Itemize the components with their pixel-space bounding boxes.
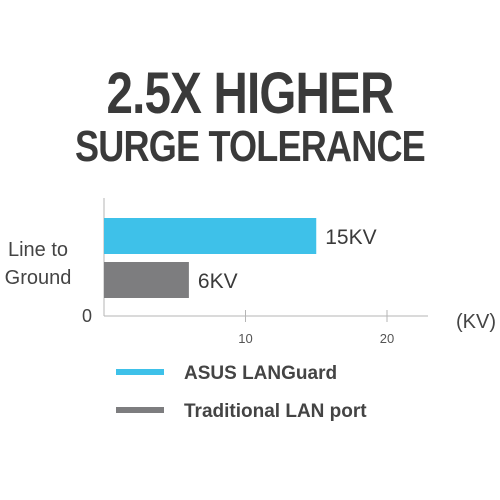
bar-traditional-lan-port	[104, 262, 189, 298]
category-label-line-2: Ground	[5, 267, 72, 289]
bar-asus-languard	[104, 218, 317, 254]
legend-swatch-2	[116, 407, 164, 413]
bar-value-label-2: 6KV	[198, 270, 238, 293]
legend-label-1: ASUS LANGuard	[184, 363, 337, 384]
category-label-line-1: Line to	[8, 239, 68, 261]
x-tick-label-20: 20	[380, 331, 394, 346]
x-tick-label-10: 10	[238, 331, 252, 346]
x-tick-label-0: 0	[82, 306, 92, 326]
chart-title-line1: 2.5X HIGHER	[106, 61, 395, 126]
legend-label-2: Traditional LAN port	[184, 401, 367, 422]
legend-swatch-1	[116, 369, 164, 375]
x-axis-label: (KV)	[456, 311, 496, 333]
bar-value-label-1: 15KV	[325, 226, 376, 249]
chart-title-line2: SURGE TOLERANCE	[75, 122, 426, 171]
